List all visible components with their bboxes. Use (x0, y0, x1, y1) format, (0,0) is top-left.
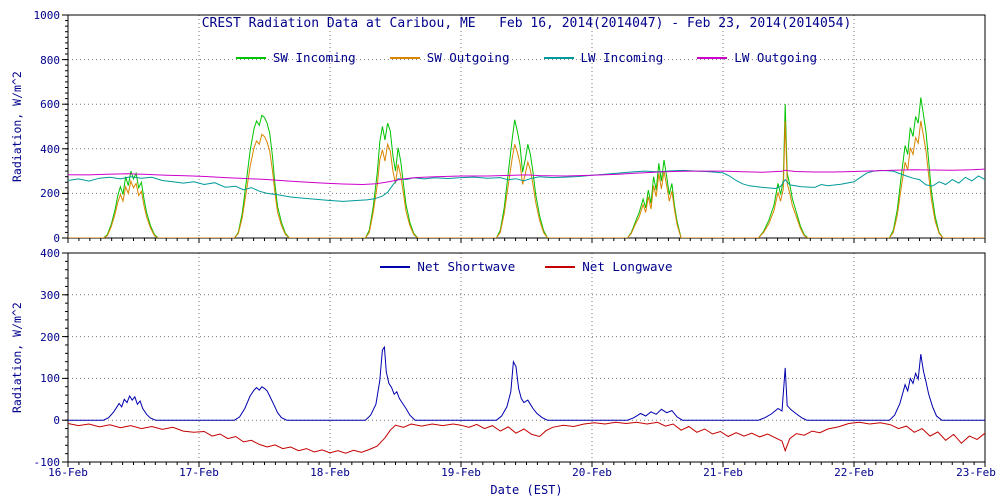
y-axis-label-top: Radiation, W/m^2 (10, 71, 24, 182)
ytick-label: 400 (40, 143, 60, 156)
sw-incoming-line-swatch (235, 56, 266, 59)
lw-incoming-line-swatch (543, 56, 574, 59)
ytick-label: 0 (53, 232, 60, 245)
bottom-legend: Net Shortwave Net Longwave (68, 259, 985, 274)
xtick-label: 21-Feb (703, 466, 743, 479)
xtick-label: 17-Feb (179, 466, 219, 479)
ytick-label: 600 (40, 98, 60, 111)
chart-title: CREST Radiation Data at Caribou, ME Feb … (201, 16, 852, 31)
ytick-label: 300 (40, 289, 60, 302)
legend-item-lw-outgoing: LW Outgoing (697, 50, 817, 65)
ytick-label: 100 (40, 372, 60, 385)
xtick-label: 19-Feb (441, 466, 481, 479)
legend-label: SW Incoming (272, 50, 356, 65)
ytick-label: -100 (33, 456, 61, 469)
legend-label: SW Outgoing (426, 50, 510, 65)
ytick-label: 200 (40, 331, 60, 344)
series-line-net-longwave (68, 421, 985, 454)
series-line-lw-outgoing (68, 168, 985, 186)
sw-outgoing-line-swatch (389, 56, 420, 59)
x-axis-label: Date (EST) (490, 483, 563, 497)
xtick-label: 23-Feb (956, 466, 996, 479)
xtick-label: 22-Feb (834, 466, 874, 479)
top-legend: SW Incoming SW Outgoing LW Incoming LW O… (68, 50, 985, 65)
ytick-label: 1000 (33, 9, 61, 22)
series-line-sw-incoming (68, 97, 985, 238)
xtick-label: 20-Feb (572, 466, 612, 479)
legend-item-sw-incoming: SW Incoming (235, 50, 356, 65)
legend-label: Net Longwave (582, 259, 673, 274)
legend-item-net-longwave: Net Longwave (545, 259, 673, 274)
series-line-sw-outgoing (68, 120, 985, 238)
ytick-label: 800 (40, 54, 60, 67)
series-line-net-shortwave (68, 345, 985, 421)
xtick-label: 18-Feb (310, 466, 350, 479)
legend-label: Net Shortwave (417, 259, 516, 274)
legend-label: LW Outgoing (734, 50, 818, 65)
legend-item-net-shortwave: Net Shortwave (380, 259, 515, 274)
panel-frame (67, 14, 986, 239)
ytick-label: 400 (40, 247, 60, 260)
y-axis-label-bottom: Radiation, W/m^2 (10, 302, 24, 413)
legend-item-sw-outgoing: SW Outgoing (389, 50, 510, 65)
xtick-label: 16-Feb (48, 466, 88, 479)
ytick-label: 200 (40, 187, 60, 200)
ytick-label: 0 (53, 414, 60, 427)
net-shortwave-line-swatch (380, 265, 411, 268)
legend-label: LW Incoming (580, 50, 664, 65)
legend-item-lw-incoming: LW Incoming (543, 50, 664, 65)
lw-outgoing-line-swatch (697, 56, 728, 59)
net-longwave-line-swatch (545, 265, 576, 268)
